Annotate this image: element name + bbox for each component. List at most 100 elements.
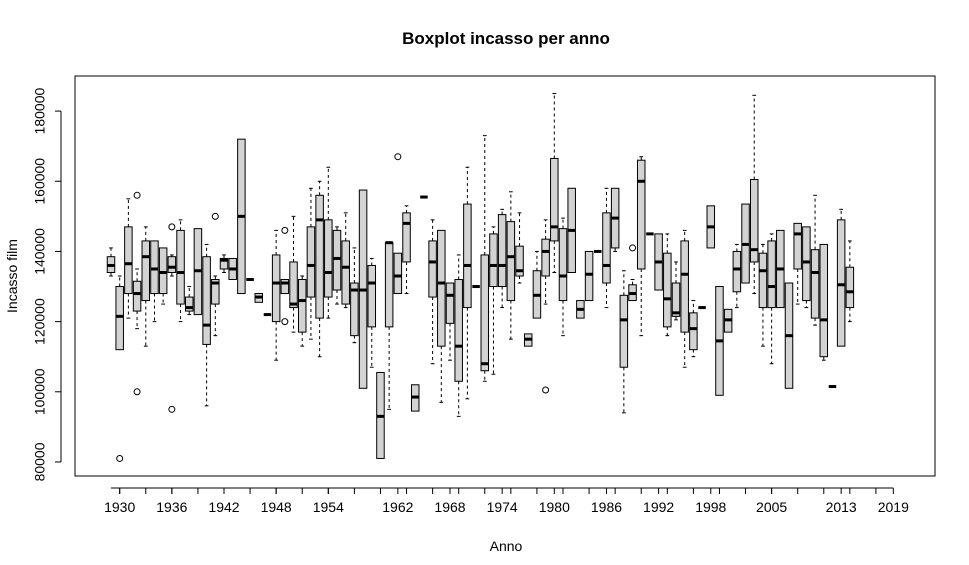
box-iqr	[445, 282, 455, 324]
box-1941	[211, 212, 220, 337]
box-iqr	[515, 245, 524, 277]
box-iqr	[758, 252, 768, 309]
box-1964	[410, 384, 420, 412]
box-1942	[219, 254, 229, 273]
box-1948	[271, 229, 281, 361]
box-1954	[324, 166, 333, 319]
box-1979	[541, 219, 550, 394]
box-1990	[636, 156, 646, 337]
x-axis-label: Anno	[490, 538, 523, 554]
box-iqr	[836, 219, 846, 347]
box-iqr	[541, 238, 550, 277]
box-iqr	[689, 312, 698, 351]
box-1953	[315, 180, 324, 358]
box-1975	[506, 191, 516, 340]
chart-title: Boxplot incasso per anno	[402, 29, 610, 48]
outlier-point	[211, 212, 219, 220]
outlier-point	[133, 191, 141, 199]
y-tick-label: 140000	[32, 228, 48, 275]
box-iqr	[115, 286, 124, 351]
box-iqr	[167, 256, 177, 273]
y-tick-label: 100000	[32, 368, 48, 415]
box-iqr	[211, 279, 220, 305]
box-1935	[158, 247, 168, 305]
box-iqr	[158, 247, 168, 295]
box-1959	[367, 257, 377, 368]
box-1966	[428, 219, 437, 365]
box-2009	[802, 226, 811, 309]
box-2007	[784, 282, 794, 389]
outlier-point	[394, 153, 402, 161]
outlier-point	[168, 223, 176, 231]
box-1984	[584, 250, 594, 302]
box-1958	[358, 189, 368, 389]
x-tick-label: 1962	[382, 499, 413, 515]
box-1962	[393, 153, 403, 295]
box-iqr	[463, 203, 472, 309]
box-1995	[680, 229, 689, 368]
box-2010	[810, 194, 820, 326]
box-1968	[445, 282, 455, 361]
box-iqr	[584, 250, 594, 302]
outlier-point	[281, 318, 289, 326]
y-tick-label: 120000	[32, 298, 48, 345]
box-iqr	[810, 249, 820, 319]
box-1960	[376, 371, 385, 459]
box-1987	[610, 187, 620, 252]
outlier-point	[281, 226, 289, 234]
box-2011	[819, 243, 829, 361]
x-tick-label: 1986	[591, 499, 622, 515]
outlier-point	[116, 454, 124, 462]
x-tick-label: 1968	[434, 499, 465, 515]
box-iqr	[297, 279, 307, 333]
box-1931	[124, 198, 133, 319]
box-iqr	[271, 254, 281, 323]
plot-frame	[74, 75, 936, 477]
outlier-point	[542, 386, 550, 394]
y-axis: 80000 100000 120000 140000 160000 180000	[32, 88, 62, 481]
box-iqr	[671, 282, 681, 317]
box-iqr	[124, 226, 133, 295]
box-iqr	[602, 212, 611, 284]
box-iqr	[324, 219, 333, 298]
box-iqr	[428, 240, 437, 298]
box-1963	[402, 205, 411, 295]
box-1949	[280, 226, 290, 326]
box-iqr	[819, 243, 829, 358]
box-1929	[106, 247, 116, 277]
x-tick-label: 1942	[208, 499, 239, 515]
y-tick-label: 180000	[32, 88, 48, 135]
outlier-point	[133, 388, 141, 396]
box-1999	[715, 286, 724, 396]
box-1989	[628, 244, 637, 302]
box-1950	[289, 215, 298, 333]
box-1944	[237, 138, 246, 295]
x-tick-label: 1980	[539, 499, 570, 515]
box-2006	[776, 229, 785, 309]
box-iqr	[802, 226, 811, 302]
box-iqr	[384, 242, 394, 328]
box-1932	[132, 191, 142, 396]
box-1936	[167, 223, 177, 413]
box-iqr	[437, 229, 446, 347]
box-1956	[341, 212, 350, 309]
box-iqr	[341, 240, 350, 305]
boxes-group	[106, 93, 855, 462]
y-tick-label: 80000	[32, 442, 48, 481]
x-axis: 1930 1936 1942 1948 1954 1962 1968 1974 1980 1986…	[104, 487, 909, 515]
box-iqr	[332, 229, 342, 291]
box-iqr	[393, 252, 403, 295]
box-iqr	[184, 296, 194, 312]
box-iqr	[749, 179, 759, 263]
box-1969	[454, 254, 463, 417]
box-iqr	[367, 264, 377, 328]
box-iqr	[141, 240, 151, 302]
box-iqr	[176, 229, 185, 305]
box-iqr	[315, 194, 324, 319]
box-1934	[150, 240, 159, 323]
box-1973	[489, 226, 498, 375]
box-iqr	[454, 279, 463, 382]
box-2001	[732, 243, 742, 309]
box-iqr	[150, 240, 159, 295]
